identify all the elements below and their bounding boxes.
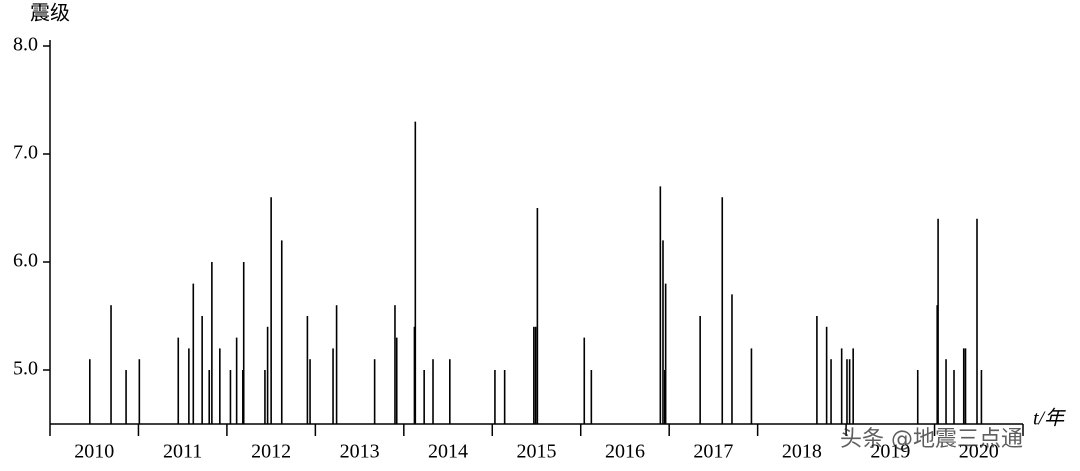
y-tick-label: 8.0 (13, 34, 38, 56)
x-tick-label: 2020 (959, 441, 999, 463)
y-axis-label: 震级 (30, 2, 70, 25)
x-tick-label: 2014 (428, 441, 468, 463)
x-axis-label: t/年 (1033, 408, 1066, 430)
x-tick-label: 2010 (74, 441, 114, 463)
x-tick-label: 2012 (251, 441, 291, 463)
watermark: 头条 @地震三点通 (840, 427, 1023, 452)
y-tick-label: 7.0 (13, 142, 38, 164)
y-tick-label: 5.0 (13, 358, 38, 380)
x-tick-label: 2019 (870, 441, 910, 463)
x-tick-label: 2018 (782, 441, 822, 463)
x-tick-label: 2017 (693, 441, 733, 463)
x-tick-label: 2016 (605, 441, 645, 463)
y-tick-label: 6.0 (13, 250, 38, 272)
x-tick-label: 2011 (163, 441, 202, 463)
x-tick-label: 2015 (517, 441, 557, 463)
x-tick-label: 2013 (340, 441, 380, 463)
